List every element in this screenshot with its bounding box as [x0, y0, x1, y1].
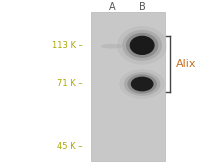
Text: B: B [139, 2, 146, 12]
Ellipse shape [130, 36, 155, 55]
Text: Alix: Alix [176, 59, 196, 69]
Ellipse shape [101, 44, 123, 49]
Text: 71 K –: 71 K – [57, 79, 82, 89]
Ellipse shape [127, 74, 157, 94]
Ellipse shape [119, 69, 165, 99]
Bar [91, 12, 165, 161]
Ellipse shape [122, 30, 162, 61]
Ellipse shape [131, 77, 154, 91]
Ellipse shape [126, 33, 158, 58]
Ellipse shape [124, 72, 160, 96]
Text: 45 K –: 45 K – [57, 142, 82, 151]
Ellipse shape [117, 26, 167, 65]
Text: A: A [108, 2, 115, 12]
Text: 113 K –: 113 K – [52, 41, 82, 50]
